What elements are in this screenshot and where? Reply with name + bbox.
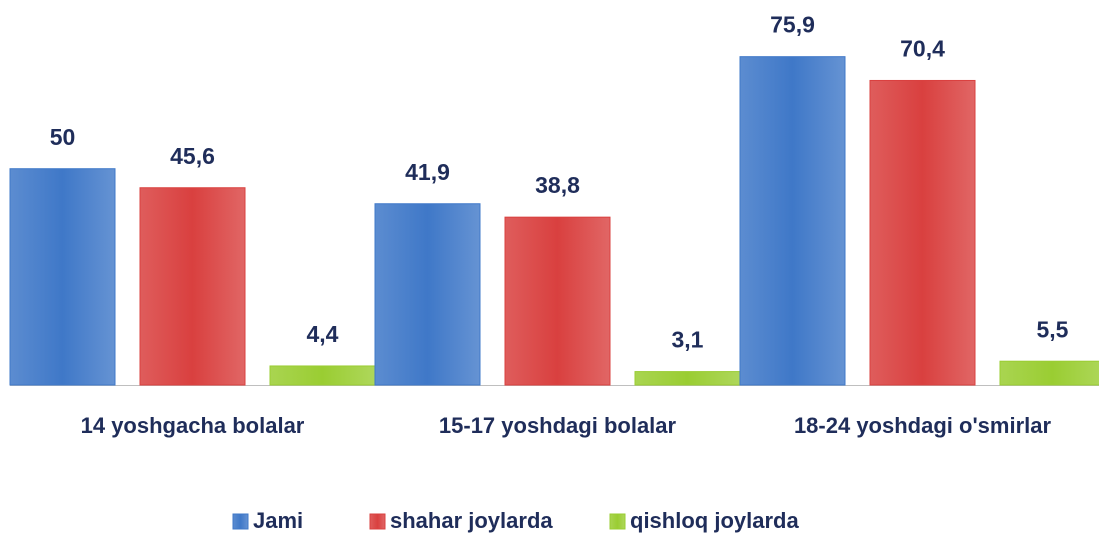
bar xyxy=(999,360,1099,386)
bar xyxy=(504,216,611,386)
bar xyxy=(739,56,846,386)
data-label: 75,9 xyxy=(770,12,815,38)
x-tick-label: 18-24 yoshdagi o'smirlar xyxy=(794,413,1052,438)
x-tick-label: 15-17 yoshdagi bolalar xyxy=(439,413,677,438)
bar xyxy=(374,203,481,386)
data-label: 41,9 xyxy=(405,159,450,185)
x-tick-label: 14 yoshgacha bolalar xyxy=(81,413,305,438)
bar xyxy=(269,365,376,386)
data-label: 3,1 xyxy=(672,327,704,353)
data-label: 70,4 xyxy=(900,36,945,62)
bar xyxy=(9,168,116,386)
bar xyxy=(634,371,741,386)
data-label: 5,5 xyxy=(1037,316,1069,342)
data-label: 45,6 xyxy=(170,143,215,169)
bar xyxy=(869,79,976,386)
legend-label: qishloq joylarda xyxy=(630,508,799,533)
legend-swatch xyxy=(232,513,249,530)
legend-swatch xyxy=(609,513,626,530)
bar xyxy=(139,187,246,386)
legend-label: shahar joylarda xyxy=(390,508,553,533)
legend-swatch xyxy=(369,513,386,530)
data-label: 50 xyxy=(50,124,76,150)
data-label: 38,8 xyxy=(535,172,580,198)
data-label: 4,4 xyxy=(307,321,339,347)
legend-label: Jami xyxy=(253,508,303,533)
